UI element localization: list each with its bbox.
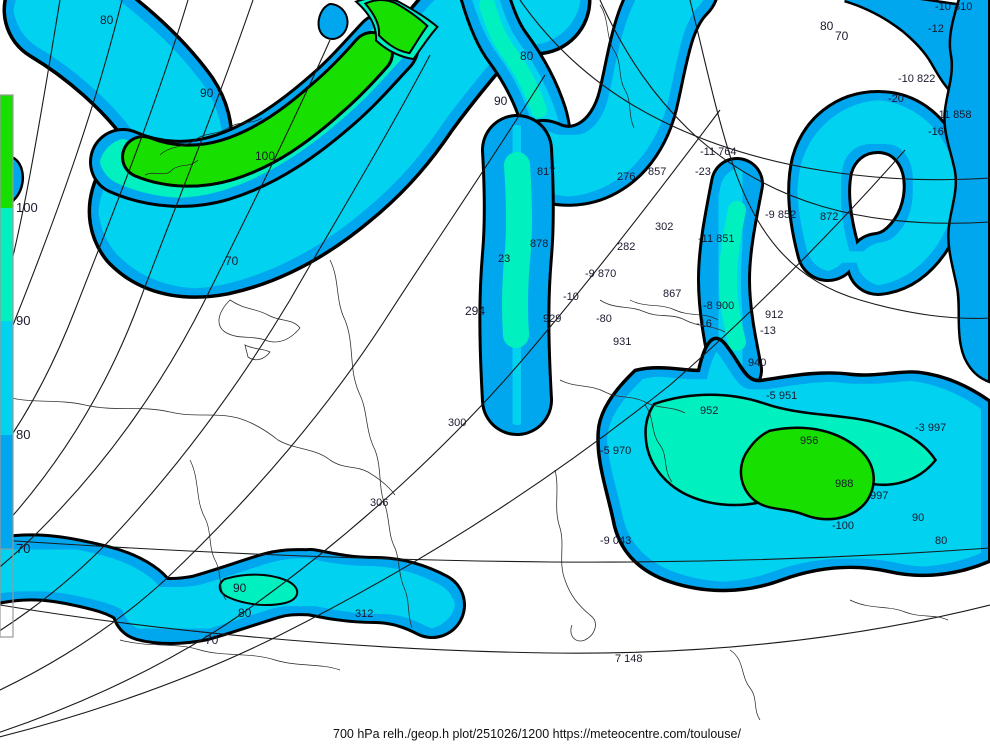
svg-text:80: 80 bbox=[16, 427, 30, 442]
svg-text:-5 951: -5 951 bbox=[766, 390, 797, 402]
svg-text:306: 306 bbox=[370, 497, 388, 509]
svg-text:300: 300 bbox=[448, 417, 466, 429]
svg-text:-12: -12 bbox=[928, 23, 944, 35]
svg-text:-10 822: -10 822 bbox=[898, 73, 935, 85]
svg-text:-11 851: -11 851 bbox=[698, 233, 735, 245]
svg-text:80: 80 bbox=[935, 535, 947, 547]
svg-text:-10: -10 bbox=[563, 291, 579, 303]
svg-text:857: 857 bbox=[648, 166, 666, 178]
svg-text:878: 878 bbox=[530, 238, 548, 250]
svg-text:70: 70 bbox=[225, 254, 239, 268]
svg-text:-5 970: -5 970 bbox=[600, 445, 631, 457]
svg-text:817: 817 bbox=[537, 166, 555, 178]
svg-text:-16: -16 bbox=[928, 126, 944, 138]
svg-text:-3 997: -3 997 bbox=[915, 422, 946, 434]
svg-text:-10 810: -10 810 bbox=[935, 1, 972, 13]
svg-text:956: 956 bbox=[800, 435, 818, 447]
svg-text:90: 90 bbox=[233, 581, 247, 595]
svg-text:80: 80 bbox=[820, 19, 834, 33]
svg-text:-9 043: -9 043 bbox=[600, 535, 631, 547]
svg-text:90: 90 bbox=[16, 313, 30, 328]
svg-text:872: 872 bbox=[820, 211, 838, 223]
svg-text:-20: -20 bbox=[888, 93, 904, 105]
svg-text:70: 70 bbox=[16, 541, 30, 556]
svg-text:-80: -80 bbox=[596, 313, 612, 325]
svg-text:-9 870: -9 870 bbox=[585, 268, 616, 280]
svg-text:-11 764: -11 764 bbox=[700, 146, 737, 158]
svg-text:70: 70 bbox=[835, 29, 849, 43]
svg-text:80: 80 bbox=[520, 49, 534, 63]
svg-text:929: 929 bbox=[543, 313, 561, 325]
svg-text:100: 100 bbox=[16, 200, 38, 215]
svg-text:80: 80 bbox=[238, 606, 252, 620]
svg-text:23: 23 bbox=[498, 253, 510, 265]
svg-text:931: 931 bbox=[613, 336, 631, 348]
svg-text:-100: -100 bbox=[832, 520, 854, 532]
svg-text:80: 80 bbox=[100, 13, 114, 27]
svg-text:700 hPa relh./geop.h plot/2510: 700 hPa relh./geop.h plot/251026/1200 ht… bbox=[333, 727, 741, 741]
svg-text:70: 70 bbox=[205, 633, 219, 647]
svg-text:952: 952 bbox=[700, 405, 718, 417]
svg-text:312: 312 bbox=[355, 608, 373, 620]
svg-text:-13: -13 bbox=[760, 325, 776, 337]
svg-text:-23: -23 bbox=[695, 166, 711, 178]
svg-text:940: 940 bbox=[748, 357, 766, 369]
svg-text:100: 100 bbox=[255, 149, 275, 163]
svg-text:282: 282 bbox=[617, 241, 635, 253]
svg-text:988: 988 bbox=[835, 478, 853, 490]
svg-text:276: 276 bbox=[617, 171, 635, 183]
svg-text:-8 900: -8 900 bbox=[703, 300, 734, 312]
svg-text:90: 90 bbox=[912, 512, 924, 524]
svg-text:90: 90 bbox=[200, 86, 214, 100]
svg-text:-11 858: -11 858 bbox=[935, 109, 972, 121]
svg-text:7 148: 7 148 bbox=[615, 653, 643, 665]
svg-text:-9 852: -9 852 bbox=[765, 209, 796, 221]
svg-text:302: 302 bbox=[655, 221, 673, 233]
svg-text:867: 867 bbox=[663, 288, 681, 300]
svg-text:997: 997 bbox=[870, 490, 888, 502]
svg-text:912: 912 bbox=[765, 309, 783, 321]
svg-text:90: 90 bbox=[494, 94, 508, 108]
svg-text:294: 294 bbox=[465, 304, 485, 318]
svg-text:-16: -16 bbox=[696, 318, 712, 330]
